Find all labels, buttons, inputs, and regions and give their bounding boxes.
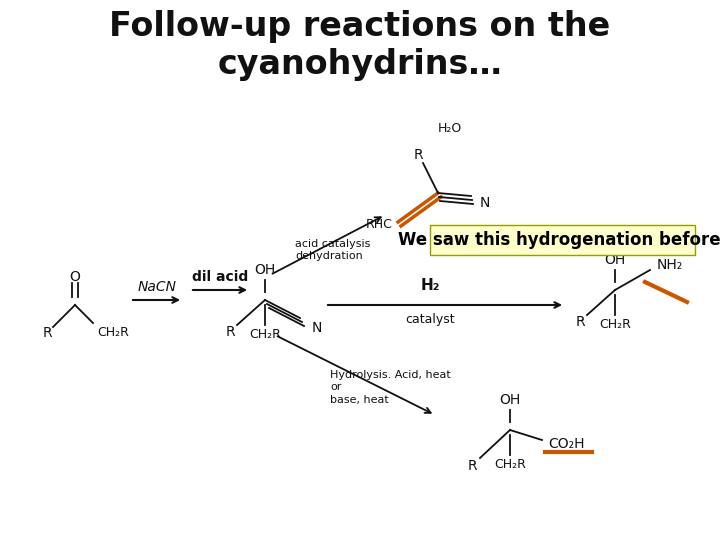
Text: Follow-up reactions on the: Follow-up reactions on the (109, 10, 611, 43)
Text: CH₂R: CH₂R (249, 328, 281, 341)
Text: acid catalysis
dehydration: acid catalysis dehydration (295, 239, 370, 261)
Text: OH: OH (254, 263, 276, 277)
Text: OH: OH (604, 253, 626, 267)
Text: We saw this hydrogenation before.: We saw this hydrogenation before. (398, 231, 720, 249)
Text: NH₂: NH₂ (657, 258, 683, 272)
Text: cyanohydrins…: cyanohydrins… (217, 48, 503, 81)
Text: catalyst: catalyst (405, 314, 455, 327)
Text: R: R (575, 315, 585, 329)
Text: R: R (413, 148, 423, 162)
Text: NaCN: NaCN (138, 280, 176, 294)
Text: O: O (70, 270, 81, 284)
Text: RHC: RHC (366, 218, 393, 231)
Text: H₂O: H₂O (438, 122, 462, 134)
Text: N: N (480, 196, 490, 210)
Text: Hydrolysis. Acid, heat
or
base, heat: Hydrolysis. Acid, heat or base, heat (330, 370, 451, 405)
Text: dil acid: dil acid (192, 270, 248, 284)
Text: CH₂R: CH₂R (494, 458, 526, 471)
Text: CH₂R: CH₂R (97, 327, 129, 340)
FancyBboxPatch shape (430, 225, 695, 255)
Text: R: R (467, 459, 477, 473)
Text: R: R (225, 325, 235, 339)
Text: N: N (312, 321, 322, 335)
Text: H₂: H₂ (420, 278, 440, 293)
Text: R: R (42, 326, 52, 340)
Text: OH: OH (500, 393, 521, 407)
Text: CH₂R: CH₂R (599, 319, 631, 332)
Text: CO₂H: CO₂H (548, 437, 585, 451)
